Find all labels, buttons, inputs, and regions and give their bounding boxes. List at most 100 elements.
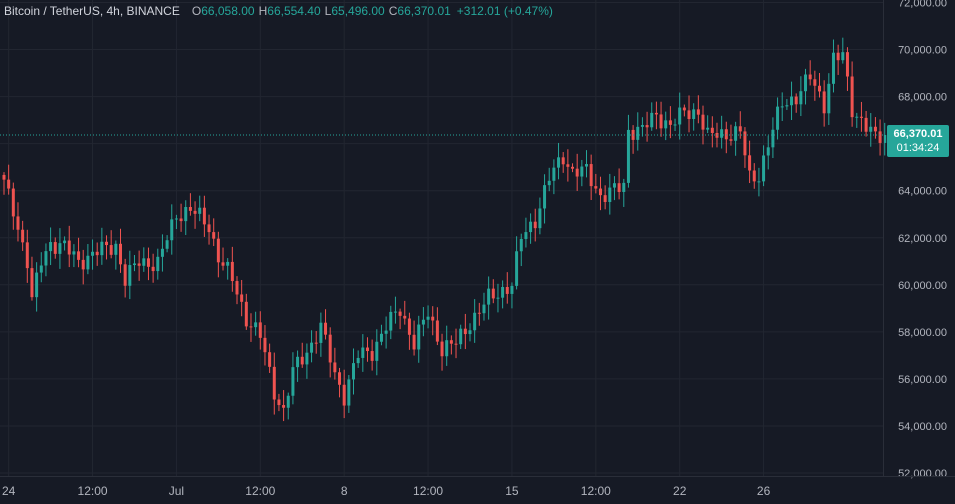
candle-body (738, 126, 742, 132)
candle-body (622, 182, 626, 192)
candle-body (277, 399, 281, 406)
candle-body (230, 261, 234, 282)
candle-body (393, 311, 397, 313)
price-tick-label: 68,000.00 (898, 92, 947, 104)
candle-body (701, 114, 705, 130)
candle-body (827, 83, 831, 114)
candle-body (319, 322, 323, 343)
symbol-title[interactable]: Bitcoin / TetherUS, 4h, BINANCE (4, 4, 180, 18)
time-tick-label: 12:00 (245, 484, 275, 498)
candle-body (729, 139, 733, 141)
candle-body (100, 241, 104, 256)
price-tick-label: 60,000.00 (898, 280, 947, 292)
candle-body (160, 248, 164, 257)
time-tick-label: 12:00 (581, 484, 611, 498)
candle-body (324, 322, 328, 335)
candle-body (477, 312, 481, 314)
candle-body (636, 126, 640, 140)
candle-body (804, 74, 808, 92)
candle-body (752, 170, 756, 182)
candle-body (706, 127, 710, 130)
price-axis[interactable]: 52,000.00 54,000.00 56,000.00 58,000.00 60,0… (898, 0, 947, 480)
candle-body (720, 129, 724, 138)
candle-body (310, 342, 314, 353)
candle-body (375, 341, 379, 361)
price-tick-label: 62,000.00 (898, 233, 947, 245)
candle-body (790, 96, 794, 106)
candle-body (123, 264, 127, 286)
candle-body (515, 251, 519, 286)
candle-body (35, 272, 39, 298)
candle-body (258, 322, 262, 338)
candle-body (188, 206, 192, 211)
candle-body (272, 366, 276, 400)
candle-body (799, 91, 803, 105)
candle-body (482, 304, 486, 314)
last-price-badge: 66,370.01 01:34:24 (887, 125, 949, 157)
candle-body (533, 221, 537, 229)
candle-body (403, 315, 407, 319)
candle-body (105, 241, 109, 246)
candle-body (407, 318, 411, 335)
candle-body (291, 367, 295, 396)
candle-body (379, 333, 383, 342)
candle-body (95, 251, 99, 256)
low-label: L (324, 4, 332, 18)
time-tick-label: Jul (169, 484, 184, 498)
time-tick-label: 22 (673, 484, 687, 498)
candle-body (44, 251, 48, 266)
candle-body (2, 174, 6, 180)
candle-body (678, 107, 682, 125)
candle-body (873, 126, 877, 132)
candle-body (240, 294, 244, 302)
candle-body (818, 85, 821, 92)
candle-body (580, 166, 584, 177)
candle-body (845, 52, 849, 77)
candle-body (766, 147, 770, 156)
candle-body (687, 110, 691, 119)
candle-body (398, 311, 402, 316)
candle-body (608, 187, 612, 203)
candle-body (557, 157, 561, 168)
candle-body (426, 316, 430, 320)
time-axis[interactable]: 24 12:00 Jul 12:00 8 12:00 15 12:00 22 26 (0, 476, 955, 499)
close-label: C (388, 4, 398, 18)
candle-body (659, 114, 663, 129)
candle-body (762, 155, 766, 182)
candle-body (473, 312, 477, 331)
candle-body (342, 384, 346, 406)
candle-body (328, 334, 332, 363)
candle-body (431, 316, 435, 321)
candle-body (221, 262, 225, 266)
candle-body (226, 261, 230, 266)
candle-body (263, 337, 267, 353)
candle-body (216, 238, 220, 263)
candle-body (170, 219, 174, 241)
low-value: 65,496.00 (331, 4, 385, 18)
candle-body (21, 229, 25, 243)
candle-body (673, 124, 677, 126)
time-tick-label: 24 (2, 484, 16, 498)
candle-body (156, 256, 160, 272)
candle-body (645, 125, 649, 128)
candle-body (72, 251, 76, 255)
candle-body (67, 240, 71, 255)
candle-body (347, 379, 351, 406)
candle-body (487, 288, 491, 305)
candle-body (174, 218, 178, 220)
price-tick-label: 64,000.00 (898, 186, 947, 198)
candle-body (77, 251, 81, 260)
candle-body (547, 180, 551, 186)
price-tick-label: 70,000.00 (898, 45, 947, 57)
candle-body (883, 134, 887, 143)
candle-body (566, 164, 570, 167)
price-tick-label: 72,000.00 (898, 0, 947, 10)
candle-body (724, 129, 728, 140)
candle-body (626, 129, 630, 183)
candle-body (132, 263, 136, 266)
candle-body (594, 186, 598, 189)
candle-body (529, 221, 533, 233)
candle-body (543, 185, 547, 209)
